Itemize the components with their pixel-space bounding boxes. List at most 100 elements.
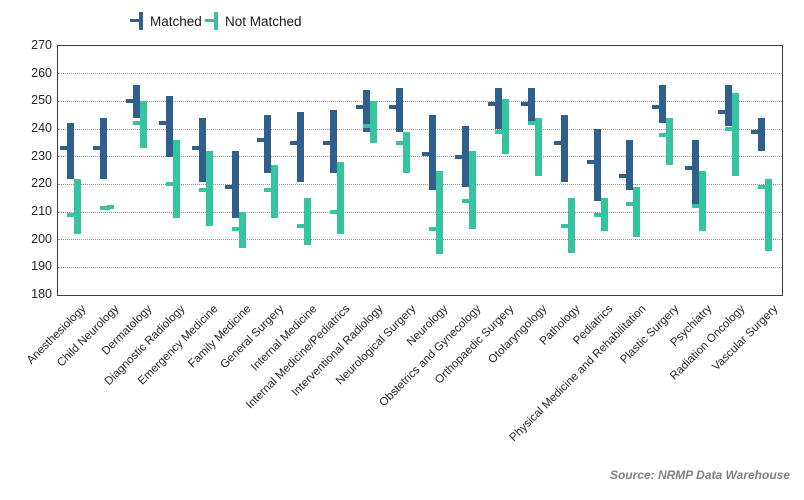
not-matched-median-tick (462, 198, 472, 203)
matched-range-bar (692, 140, 699, 207)
y-axis-tick-label: 250 (31, 93, 52, 108)
not-matched-range-bar (304, 198, 311, 246)
matched-median-tick (257, 138, 267, 143)
matched-range-bar (659, 84, 666, 124)
matched-range-bar (133, 84, 140, 118)
not-matched-range-bar (271, 164, 278, 218)
not-matched-median-tick (495, 129, 505, 134)
not-matched-median-tick (264, 187, 274, 192)
not-matched-range-bar (140, 101, 147, 149)
matched-median-tick (356, 104, 366, 109)
not-matched-median-tick (67, 212, 77, 217)
gridline-220 (58, 183, 782, 185)
matched-range-bar (100, 117, 107, 179)
not-matched-range-bar (568, 198, 575, 254)
matched-range-bar (561, 115, 568, 182)
matched-median-tick (422, 151, 432, 156)
y-axis-tick-label: 200 (31, 231, 52, 246)
matched-range-bar (232, 151, 239, 218)
plot-border (56, 44, 783, 296)
not-matched-range-bar-icon (205, 12, 218, 30)
not-matched-median-tick (297, 223, 307, 228)
not-matched-range-bar (535, 117, 542, 177)
matched-range-bar (297, 112, 304, 182)
matched-median-tick (488, 102, 498, 107)
not-matched-median-tick (166, 182, 176, 187)
not-matched-median-tick (758, 185, 768, 190)
not-matched-range-bar (370, 101, 377, 143)
gridline-260 (58, 73, 782, 75)
not-matched-range-bar (107, 205, 114, 210)
matched-median-tick (619, 174, 629, 179)
y-axis-tick-label: 260 (31, 65, 52, 80)
not-matched-range-bar (699, 170, 706, 232)
matched-median-tick (192, 146, 202, 151)
not-matched-range-bar (601, 198, 608, 232)
not-matched-median-tick (594, 212, 604, 217)
gridline-240 (58, 128, 782, 130)
y-axis-tick-label: 180 (31, 287, 52, 301)
source-note: Source: NRMP Data Warehouse (609, 468, 790, 482)
matched-median-tick (521, 102, 531, 107)
not-matched-range-bar (732, 93, 739, 177)
not-matched-median-tick (363, 124, 373, 129)
matched-range-bar (199, 117, 206, 182)
y-axis-tick-label: 270 (31, 38, 52, 52)
not-matched-median-tick (330, 210, 340, 214)
matched-range-bar (363, 90, 370, 132)
matched-median-tick (93, 146, 103, 151)
matched-median-tick (290, 140, 300, 145)
not-matched-median-tick (528, 121, 538, 126)
not-matched-range-bar (173, 140, 180, 218)
gridline-250 (58, 100, 782, 102)
matched-median-tick (455, 154, 465, 159)
legend-item-not-matched: Not Matched (205, 11, 302, 31)
not-matched-range-bar (469, 151, 476, 229)
matched-range-bar (462, 126, 469, 188)
legend-label-not-matched: Not Matched (225, 13, 302, 29)
gridline-200 (58, 239, 782, 241)
matched-range-bar (594, 129, 601, 201)
matched-range-bar (528, 87, 535, 124)
gridline-210 (58, 211, 782, 213)
matched-range-bar (758, 117, 765, 152)
legend-item-matched: Matched (130, 11, 202, 31)
y-axis-tick-label: 230 (31, 148, 52, 163)
not-matched-median-tick (692, 204, 702, 209)
not-matched-median-tick (199, 187, 209, 192)
not-matched-median-tick (725, 127, 735, 131)
y-axis-tick-label: 240 (31, 121, 52, 135)
not-matched-range-bar (337, 162, 344, 235)
y-axis-tick-label: 220 (31, 176, 52, 191)
matched-range-bar (495, 87, 502, 129)
matched-median-tick (652, 104, 662, 109)
not-matched-range-bar (206, 151, 213, 226)
matched-median-tick (751, 129, 761, 134)
gridline-230 (58, 156, 782, 158)
matched-range-bar (626, 140, 633, 190)
not-matched-range-bar (633, 187, 640, 237)
y-axis-tick-label: 190 (31, 259, 52, 274)
not-matched-range-bar (74, 178, 81, 235)
matched-range-bar (166, 95, 173, 157)
matched-median-tick (126, 99, 136, 104)
matched-median-tick (389, 104, 399, 109)
not-matched-median-tick (429, 226, 439, 231)
not-matched-range-bar (403, 131, 410, 174)
not-matched-median-tick (561, 223, 571, 228)
matched-range-bar (264, 115, 271, 174)
matched-median-tick (323, 140, 333, 145)
not-matched-median-tick (659, 132, 669, 137)
matched-range-bar-icon (130, 12, 143, 30)
not-matched-median-tick (100, 205, 110, 210)
matched-range-bar (67, 123, 74, 179)
not-matched-median-tick (133, 121, 143, 126)
not-matched-range-bar (239, 212, 246, 248)
not-matched-range-bar (765, 178, 772, 251)
not-matched-range-bar (436, 170, 443, 254)
matched-range-bar (429, 115, 436, 190)
not-matched-range-bar (666, 117, 673, 165)
matched-range-bar (330, 109, 337, 174)
matched-median-tick (587, 160, 597, 165)
